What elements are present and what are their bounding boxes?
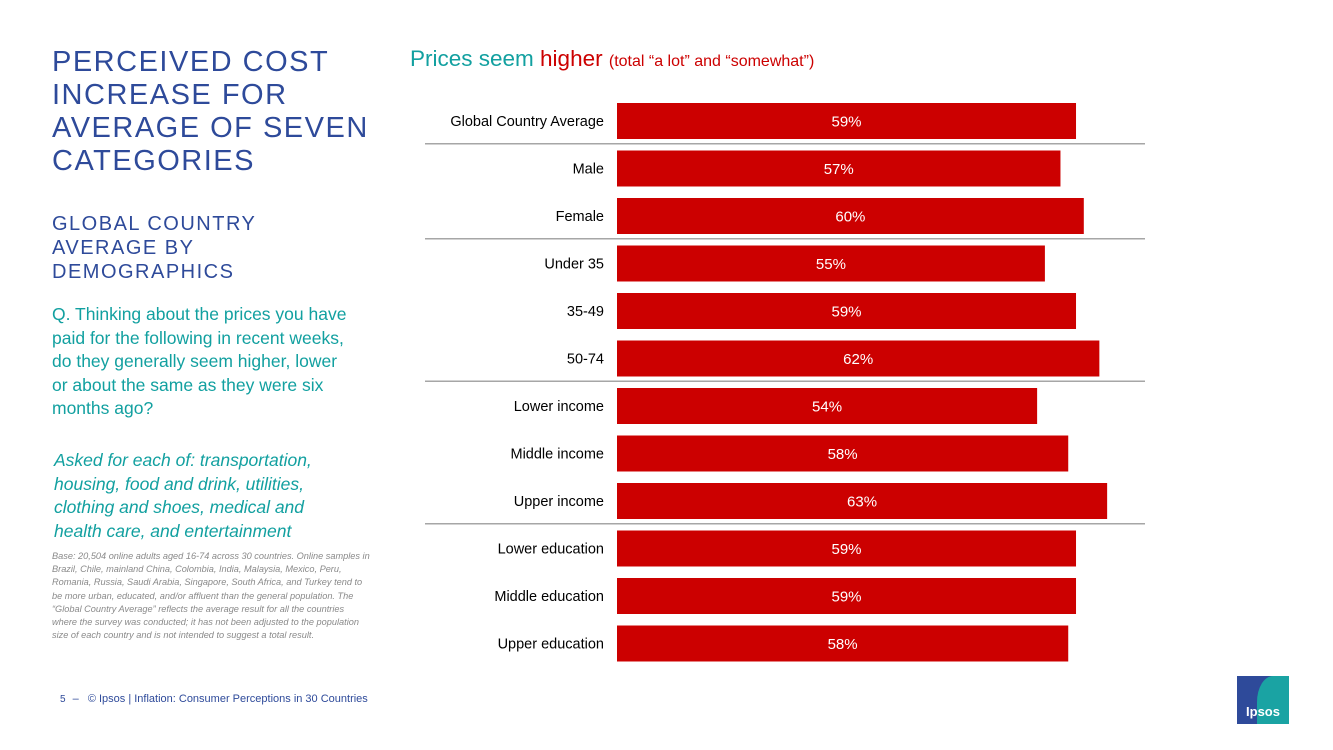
slide-subtitle: GLOBAL COUNTRY AVERAGE BY DEMOGRAPHICS <box>52 213 257 283</box>
chart-title: Prices seem higher (total “a lot” and “s… <box>410 46 814 72</box>
chart-title-highlight: higher <box>540 46 603 71</box>
logo-text: Ipsos <box>1246 704 1280 719</box>
category-label: Upper income <box>514 494 604 510</box>
bar-value-label: 58% <box>828 446 858 463</box>
chart-title-prefix: Prices seem <box>410 46 541 71</box>
footer: 5 – © Ipsos | Inflation: Consumer Percep… <box>60 693 368 705</box>
page-dash: – <box>72 693 79 705</box>
category-label: Global Country Average <box>450 114 604 130</box>
category-label: Female <box>556 209 604 225</box>
bar-female <box>617 198 1084 234</box>
category-label: Lower education <box>498 542 604 558</box>
base-note: Base: 20,504 online adults aged 16-74 ac… <box>52 551 370 641</box>
survey-question: Q. Thinking about the prices you have pa… <box>52 304 347 418</box>
chart-title-suffix: (total “a lot” and “somewhat”) <box>608 53 815 70</box>
bar-value-label: 62% <box>843 351 873 368</box>
bar-value-label: 58% <box>828 636 858 653</box>
logo-teal-shape <box>1257 676 1289 724</box>
category-label: Upper education <box>498 637 604 653</box>
bar-middle-income <box>617 435 1069 472</box>
bar-value-label: 54% <box>812 399 842 416</box>
bar-value-label: 59% <box>831 304 861 321</box>
bar-value-label: 55% <box>816 256 846 273</box>
slide-title: PERCEIVED COST INCREASE FOR AVERAGE OF S… <box>52 46 369 177</box>
bar-50-74 <box>617 340 1100 377</box>
bar-global-country-average <box>617 103 1077 139</box>
bar-value-label: 59% <box>831 114 861 131</box>
category-label: Under 35 <box>544 257 604 273</box>
bar-lower-income <box>617 388 1038 424</box>
bar-value-label: 59% <box>831 589 861 606</box>
bar-middle-education <box>617 578 1077 614</box>
bar-value-label: 57% <box>824 161 854 178</box>
bar-under-35 <box>617 245 1045 282</box>
category-label: Lower income <box>514 399 604 415</box>
category-label: Middle income <box>511 447 605 463</box>
bar-male <box>617 150 1061 187</box>
bar-upper-income <box>617 483 1108 519</box>
page-number: 5 <box>60 694 66 705</box>
category-label: 50-74 <box>567 352 604 368</box>
footer-text: © Ipsos | Inflation: Consumer Perception… <box>87 693 368 705</box>
bar-35-49 <box>617 293 1077 329</box>
bar-value-label: 59% <box>831 541 861 558</box>
ipsos-logo: Ipsos <box>1237 676 1289 724</box>
category-label: Middle education <box>494 589 604 605</box>
asked-categories-note: Asked for each of: transportation, housi… <box>54 450 312 541</box>
bar-value-label: 60% <box>835 209 865 226</box>
bar-upper-education <box>617 625 1069 662</box>
category-label: 35-49 <box>567 304 604 320</box>
category-label: Male <box>573 162 604 178</box>
bar-lower-education <box>617 530 1077 567</box>
bar-value-label: 63% <box>847 494 877 511</box>
